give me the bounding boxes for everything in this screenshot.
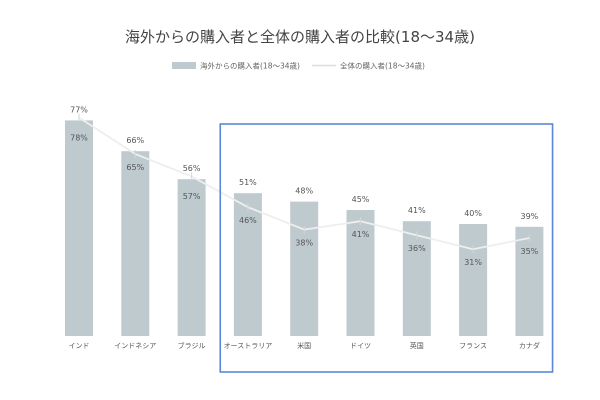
bar-data-label: 45%	[352, 195, 370, 204]
x-tick-label: インドネシア	[114, 342, 156, 350]
chart-title: 海外からの購入者と全体の購入者の比較(18〜34歳)	[125, 28, 475, 46]
bar	[402, 221, 431, 336]
x-tick-label: カナダ	[519, 341, 540, 350]
x-tick-label: オーストラリア	[224, 342, 273, 350]
bar-data-label: 39%	[521, 212, 539, 221]
highlight-box	[219, 123, 554, 373]
x-tick-label: 米国	[297, 341, 311, 350]
bar	[515, 226, 544, 336]
bar	[459, 224, 488, 336]
bar-data-label: 77%	[70, 105, 88, 114]
line-group	[78, 113, 530, 254]
bar	[290, 201, 319, 336]
line-data-label: 46%	[239, 216, 257, 225]
legend-label-bar: 海外からの購入者(18〜34歳)	[200, 61, 300, 71]
line-data-label: 41%	[352, 230, 370, 239]
line-data-label: 35%	[521, 247, 539, 256]
legend-swatch-bar	[172, 62, 196, 69]
line-data-label: 78%	[70, 133, 88, 142]
x-tick-group: インド インドネシア ブラジル オーストラリア 米国 ドイツ 英国 フランス カナダ	[69, 341, 540, 350]
bar-data-label: 66%	[126, 136, 144, 145]
x-tick-label: ブラジル	[178, 341, 206, 350]
bar	[121, 151, 150, 336]
bar-data-label: 41%	[408, 206, 426, 215]
line-data-label: 38%	[295, 239, 313, 248]
bar-data-label: 40%	[464, 209, 482, 218]
bar-group	[65, 120, 544, 337]
bar	[65, 120, 93, 337]
bar-data-label: 48%	[295, 187, 313, 196]
bar-data-label: 51%	[239, 178, 257, 187]
bar	[177, 179, 206, 336]
legend: 海外からの購入者(18〜34歳) 全体の購入者(18〜34歳)	[172, 61, 425, 71]
bar	[346, 210, 375, 336]
legend-label-line: 全体の購入者(18〜34歳)	[340, 61, 425, 71]
bar	[233, 193, 262, 336]
data-label-group: 77% 78% 66% 65% 56% 57% 51% 46% 48% 38% 45% 41% 41% 3…	[70, 105, 539, 267]
line-data-label: 31%	[464, 258, 482, 267]
line-data-label: 57%	[183, 192, 201, 201]
line-data-label: 36%	[408, 244, 426, 253]
bar-data-label: 56%	[183, 164, 201, 173]
x-tick-label: 英国	[410, 341, 424, 350]
line-data-label: 65%	[126, 163, 144, 172]
x-tick-label: インド	[69, 342, 90, 350]
x-tick-label: フランス	[459, 342, 487, 350]
x-tick-label: ドイツ	[350, 342, 371, 350]
